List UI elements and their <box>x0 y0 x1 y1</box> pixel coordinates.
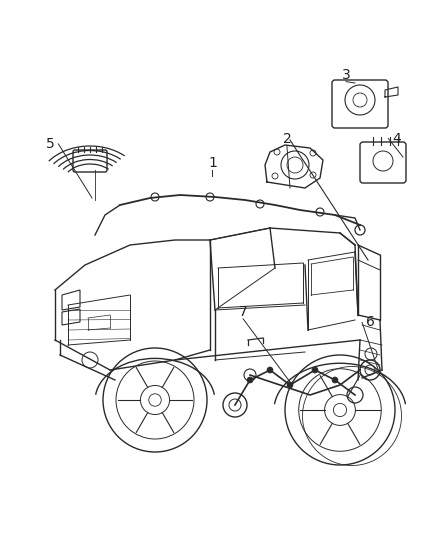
Text: 6: 6 <box>366 316 374 329</box>
Text: 1: 1 <box>208 156 217 169</box>
Circle shape <box>287 382 293 388</box>
Circle shape <box>247 377 253 383</box>
Text: 3: 3 <box>342 68 350 82</box>
Text: 7: 7 <box>239 305 247 319</box>
Circle shape <box>312 367 318 373</box>
Text: 5: 5 <box>46 137 55 151</box>
Circle shape <box>267 367 273 373</box>
Circle shape <box>332 377 338 383</box>
Text: 4: 4 <box>392 132 401 146</box>
Text: 2: 2 <box>283 132 291 146</box>
